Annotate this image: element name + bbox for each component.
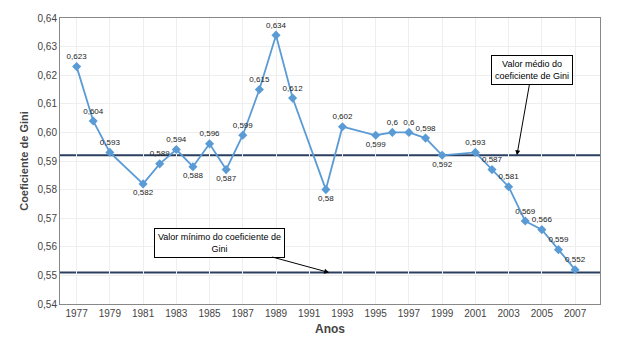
svg-text:0,58: 0,58 <box>318 194 334 203</box>
svg-text:0,593: 0,593 <box>100 138 121 147</box>
svg-text:0,566: 0,566 <box>532 215 553 224</box>
svg-text:0,569: 0,569 <box>515 207 536 216</box>
svg-text:0,64: 0,64 <box>38 13 58 24</box>
svg-text:0,587: 0,587 <box>482 155 503 164</box>
svg-text:1979: 1979 <box>99 308 122 319</box>
svg-text:0,598: 0,598 <box>416 124 437 133</box>
svg-text:2005: 2005 <box>531 308 554 319</box>
svg-text:0,593: 0,593 <box>465 138 486 147</box>
svg-text:0,55: 0,55 <box>38 270 58 281</box>
svg-text:Valor médio docoeficiente de G: Valor médio docoeficiente de Gini <box>495 59 569 81</box>
svg-text:1983: 1983 <box>165 308 188 319</box>
svg-text:1997: 1997 <box>398 308 421 319</box>
svg-text:0,63: 0,63 <box>38 41 58 52</box>
svg-text:1987: 1987 <box>232 308 255 319</box>
svg-text:1993: 1993 <box>331 308 354 319</box>
svg-text:0,604: 0,604 <box>83 107 104 116</box>
svg-text:0,59: 0,59 <box>38 156 58 167</box>
svg-text:2003: 2003 <box>497 308 520 319</box>
svg-text:0,58: 0,58 <box>38 184 58 195</box>
svg-text:0,589: 0,589 <box>150 149 171 158</box>
svg-text:1981: 1981 <box>132 308 155 319</box>
svg-text:0,594: 0,594 <box>166 135 187 144</box>
svg-text:0,60: 0,60 <box>38 127 58 138</box>
svg-text:Anos: Anos <box>315 322 345 336</box>
svg-text:0,582: 0,582 <box>133 188 154 197</box>
svg-text:0,634: 0,634 <box>266 21 287 30</box>
svg-text:0,54: 0,54 <box>38 299 58 310</box>
svg-text:1999: 1999 <box>431 308 454 319</box>
svg-text:0,592: 0,592 <box>432 160 453 169</box>
svg-text:0,61: 0,61 <box>38 98 58 109</box>
svg-text:0,596: 0,596 <box>200 129 221 138</box>
svg-text:0,588: 0,588 <box>183 171 204 180</box>
svg-text:0,581: 0,581 <box>499 172 520 181</box>
svg-text:0,602: 0,602 <box>332 112 353 121</box>
svg-text:Coeficiente de Gini: Coeficiente de Gini <box>18 111 30 211</box>
svg-text:1991: 1991 <box>298 308 321 319</box>
svg-text:1995: 1995 <box>365 308 388 319</box>
svg-text:0,612: 0,612 <box>283 84 304 93</box>
svg-text:0,615: 0,615 <box>249 75 270 84</box>
svg-text:0,599: 0,599 <box>366 140 387 149</box>
svg-text:0,57: 0,57 <box>38 213 58 224</box>
svg-text:2001: 2001 <box>464 308 487 319</box>
svg-text:0,62: 0,62 <box>38 70 58 81</box>
svg-text:1985: 1985 <box>198 308 221 319</box>
svg-text:0,6: 0,6 <box>387 118 399 127</box>
svg-text:0,559: 0,559 <box>548 235 569 244</box>
svg-text:1977: 1977 <box>65 308 88 319</box>
svg-text:0,56: 0,56 <box>38 241 58 252</box>
svg-text:0,587: 0,587 <box>216 174 237 183</box>
svg-text:0,599: 0,599 <box>233 121 254 130</box>
svg-text:0,623: 0,623 <box>67 52 88 61</box>
svg-text:0,6: 0,6 <box>403 118 415 127</box>
svg-text:Valor mínimo do coeficiente de: Valor mínimo do coeficiente deGini <box>158 232 281 254</box>
svg-text:2007: 2007 <box>564 308 587 319</box>
svg-text:1989: 1989 <box>265 308 288 319</box>
svg-text:0,552: 0,552 <box>565 255 586 264</box>
